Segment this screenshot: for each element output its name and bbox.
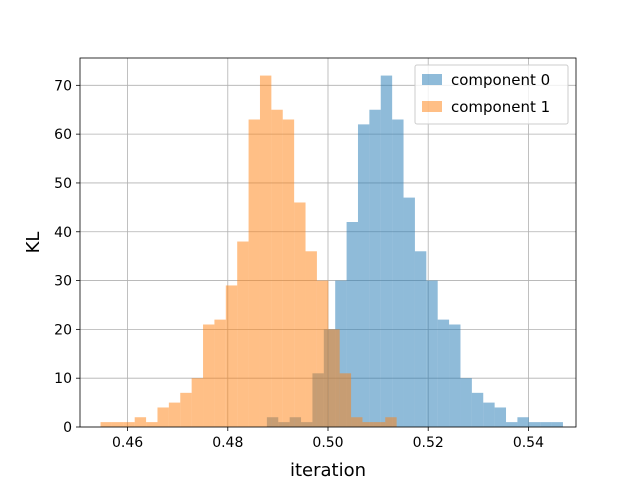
- histogram-bar: [168, 402, 181, 427]
- histogram-bar: [305, 251, 317, 427]
- histogram-bar: [316, 280, 329, 427]
- histogram-bar: [380, 75, 393, 428]
- legend-swatch: [422, 101, 442, 112]
- histogram-bars: [100, 75, 563, 428]
- histogram-bar: [351, 417, 363, 427]
- histogram-bar: [460, 378, 472, 427]
- histogram-bar: [426, 280, 438, 427]
- legend-swatch: [422, 74, 442, 85]
- histogram-bar: [494, 407, 507, 427]
- x-tick-label: 0.48: [212, 435, 243, 451]
- y-tick-label: 50: [54, 176, 72, 192]
- histogram-bar: [369, 109, 381, 427]
- x-axis-label: iteration: [290, 460, 366, 480]
- histogram-bar: [437, 319, 450, 427]
- histogram-bar: [111, 422, 124, 427]
- histogram-bar: [540, 422, 552, 427]
- histogram-bar: [237, 241, 249, 427]
- histogram-bar: [225, 285, 238, 427]
- legend-label: component 1: [451, 98, 550, 116]
- histogram-bar: [157, 407, 169, 427]
- histogram-bar: [373, 422, 386, 427]
- histogram-bar: [346, 222, 358, 427]
- x-tick-label: 0.46: [112, 435, 143, 451]
- histogram-bar: [123, 422, 135, 427]
- histogram-bar: [294, 202, 306, 427]
- histogram-bar: [271, 109, 283, 427]
- histogram-bar: [517, 417, 529, 427]
- y-axis-ticks: 0 10 20 30 40 50 60 70: [54, 78, 80, 436]
- histogram-bar: [191, 378, 204, 427]
- histogram-bar: [483, 402, 495, 427]
- histogram-bar: [506, 422, 518, 427]
- x-tick-label: 0.50: [312, 435, 343, 451]
- histogram-bar: [339, 373, 352, 427]
- y-tick-label: 40: [54, 225, 72, 241]
- histogram-bar: [357, 124, 370, 427]
- y-tick-label: 0: [63, 420, 72, 436]
- y-tick-label: 30: [54, 274, 72, 290]
- histogram-bar: [335, 280, 347, 427]
- legend-label: component 0: [451, 71, 550, 89]
- histogram-bar: [414, 251, 427, 427]
- histogram-bar: [146, 422, 158, 427]
- histogram-bar: [362, 422, 374, 427]
- legend: component 0 component 1: [414, 64, 569, 125]
- histogram-bar: [100, 422, 112, 427]
- histogram-bar: [180, 392, 192, 427]
- x-tick-label: 0.54: [513, 435, 544, 451]
- x-tick-label: 0.52: [413, 435, 444, 451]
- histogram-bar: [259, 75, 272, 428]
- histogram-bar: [471, 392, 484, 427]
- histogram-bar: [392, 119, 404, 427]
- histogram-bar: [328, 329, 340, 427]
- y-tick-label: 10: [54, 371, 72, 387]
- legend-box: [414, 64, 569, 125]
- x-axis-ticks: 0.46 0.48 0.50 0.52 0.54: [112, 427, 544, 451]
- histogram-bar: [449, 324, 461, 427]
- histogram-bar: [248, 119, 260, 427]
- y-axis-label: KL: [23, 232, 44, 254]
- histogram-bar: [134, 417, 147, 427]
- histogram-bar: [214, 319, 226, 427]
- histogram-bar: [385, 417, 397, 427]
- histogram-bar: [551, 422, 563, 427]
- histogram-bar: [403, 197, 415, 427]
- y-tick-label: 60: [54, 127, 72, 143]
- y-tick-label: 20: [54, 322, 72, 338]
- histogram-bar: [528, 422, 541, 427]
- y-tick-label: 70: [54, 78, 72, 94]
- series-1-bars: [100, 75, 397, 428]
- histogram-bar: [203, 324, 215, 427]
- histogram-bar: [282, 119, 295, 427]
